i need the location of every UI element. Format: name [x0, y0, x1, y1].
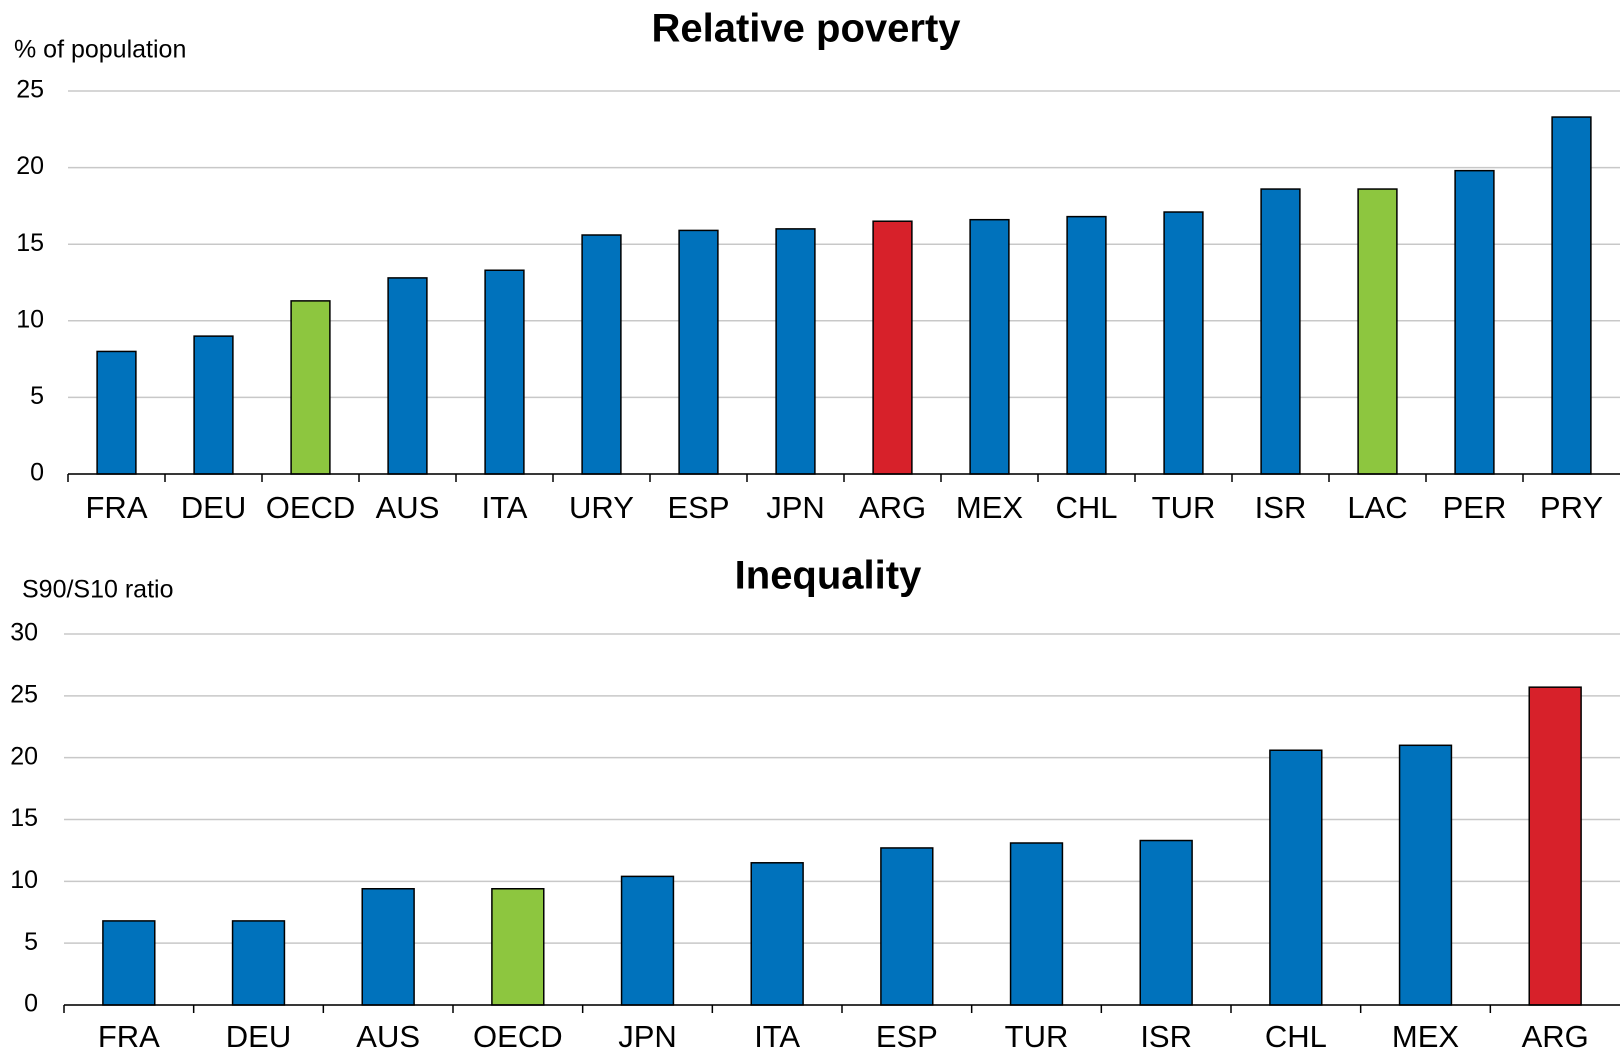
x-tick-label: JPN: [766, 490, 825, 525]
x-tick-label: ESP: [667, 490, 729, 525]
x-tick-label: ARG: [859, 490, 926, 525]
x-tick-label: FRA: [86, 490, 148, 525]
y-tick-label: 20: [16, 152, 44, 180]
y-tick-label: 20: [10, 742, 38, 770]
x-tick-label: DEU: [226, 1019, 291, 1054]
x-tick-label: MEX: [1392, 1019, 1460, 1054]
y-tick-label: 10: [10, 866, 38, 894]
x-tick-label: PRY: [1540, 490, 1603, 525]
bar: [491, 888, 545, 1006]
x-tick-label: ARG: [1522, 1019, 1589, 1054]
y-tick-label: 0: [30, 459, 44, 487]
x-tick-label: AUS: [356, 1019, 420, 1054]
bar: [1528, 686, 1582, 1006]
bar: [1260, 188, 1301, 475]
x-tick-label: MEX: [956, 490, 1024, 525]
bar: [872, 220, 913, 475]
x-tick-label: ISR: [1140, 1019, 1192, 1054]
y-tick-label: 15: [10, 804, 38, 832]
bar: [1398, 744, 1453, 1006]
x-tick-label: ESP: [876, 1019, 938, 1054]
bar: [1139, 839, 1193, 1006]
y-axis-label: S90/S10 ratio: [22, 576, 174, 604]
bar: [775, 228, 816, 475]
x-tick-label: CHL: [1055, 490, 1117, 525]
bar: [969, 218, 1010, 475]
x-tick-label: AUS: [376, 490, 440, 525]
y-axis-label: % of population: [14, 36, 186, 64]
bar: [880, 847, 934, 1006]
y-tick-label: 0: [24, 990, 38, 1018]
x-tick-label: OECD: [473, 1019, 563, 1054]
x-tick-label: PER: [1443, 490, 1507, 525]
bar: [361, 888, 415, 1006]
bar: [96, 350, 137, 475]
bar: [750, 862, 804, 1006]
bar: [1163, 211, 1204, 475]
chart-title: Relative poverty: [651, 7, 961, 51]
bar: [1357, 188, 1398, 475]
bar: [1269, 749, 1323, 1006]
y-tick-label: 30: [10, 619, 38, 647]
x-tick-label: JPN: [618, 1019, 677, 1054]
x-tick-label: ITA: [482, 490, 528, 525]
x-tick-label: OECD: [266, 490, 356, 525]
bar: [581, 234, 622, 475]
x-tick-label: DEU: [181, 490, 246, 525]
x-tick-label: TUR: [1005, 1019, 1069, 1054]
x-tick-label: ITA: [754, 1019, 800, 1054]
bar: [102, 920, 156, 1006]
bar: [1551, 116, 1592, 475]
bar: [1454, 169, 1495, 475]
bar: [1009, 842, 1064, 1006]
y-tick-label: 15: [16, 229, 44, 257]
chart-title: Inequality: [735, 554, 922, 598]
y-tick-label: 25: [16, 76, 44, 104]
x-tick-label: CHL: [1265, 1019, 1327, 1054]
bar: [620, 875, 675, 1006]
x-tick-label: ISR: [1255, 490, 1307, 525]
bar: [484, 269, 525, 475]
y-tick-label: 5: [24, 928, 38, 956]
bar: [1066, 215, 1107, 475]
x-tick-label: FRA: [98, 1019, 160, 1054]
bar: [387, 277, 428, 475]
x-tick-label: LAC: [1347, 490, 1407, 525]
y-tick-label: 5: [30, 382, 44, 410]
x-tick-label: TUR: [1152, 490, 1216, 525]
y-tick-label: 10: [16, 305, 44, 333]
y-tick-label: 25: [10, 680, 38, 708]
x-tick-label: URY: [569, 490, 634, 525]
bar: [678, 229, 719, 475]
bar: [193, 335, 234, 475]
bar: [231, 920, 286, 1006]
bar: [290, 300, 331, 475]
